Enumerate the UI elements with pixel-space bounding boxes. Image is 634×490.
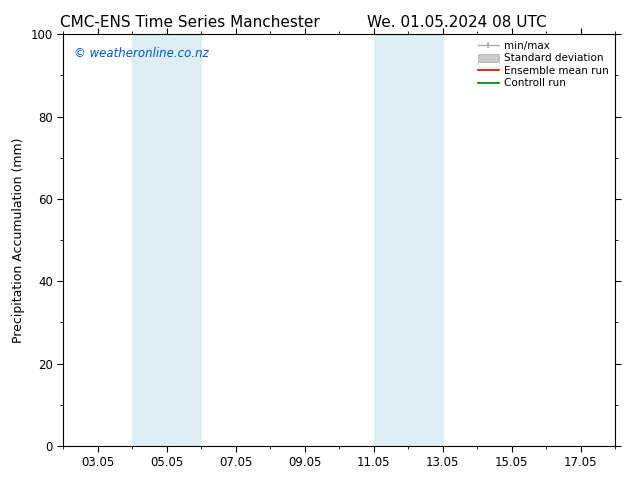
Text: CMC-ENS Time Series Manchester: CMC-ENS Time Series Manchester (60, 15, 320, 30)
Legend: min/max, Standard deviation, Ensemble mean run, Controll run: min/max, Standard deviation, Ensemble me… (475, 37, 612, 92)
Bar (133, 34, 202, 446)
Y-axis label: Precipitation Accumulation (mm): Precipitation Accumulation (mm) (12, 137, 25, 343)
Text: We. 01.05.2024 08 UTC: We. 01.05.2024 08 UTC (366, 15, 547, 30)
Text: © weatheronline.co.nz: © weatheronline.co.nz (74, 47, 209, 60)
Bar (373, 34, 443, 446)
